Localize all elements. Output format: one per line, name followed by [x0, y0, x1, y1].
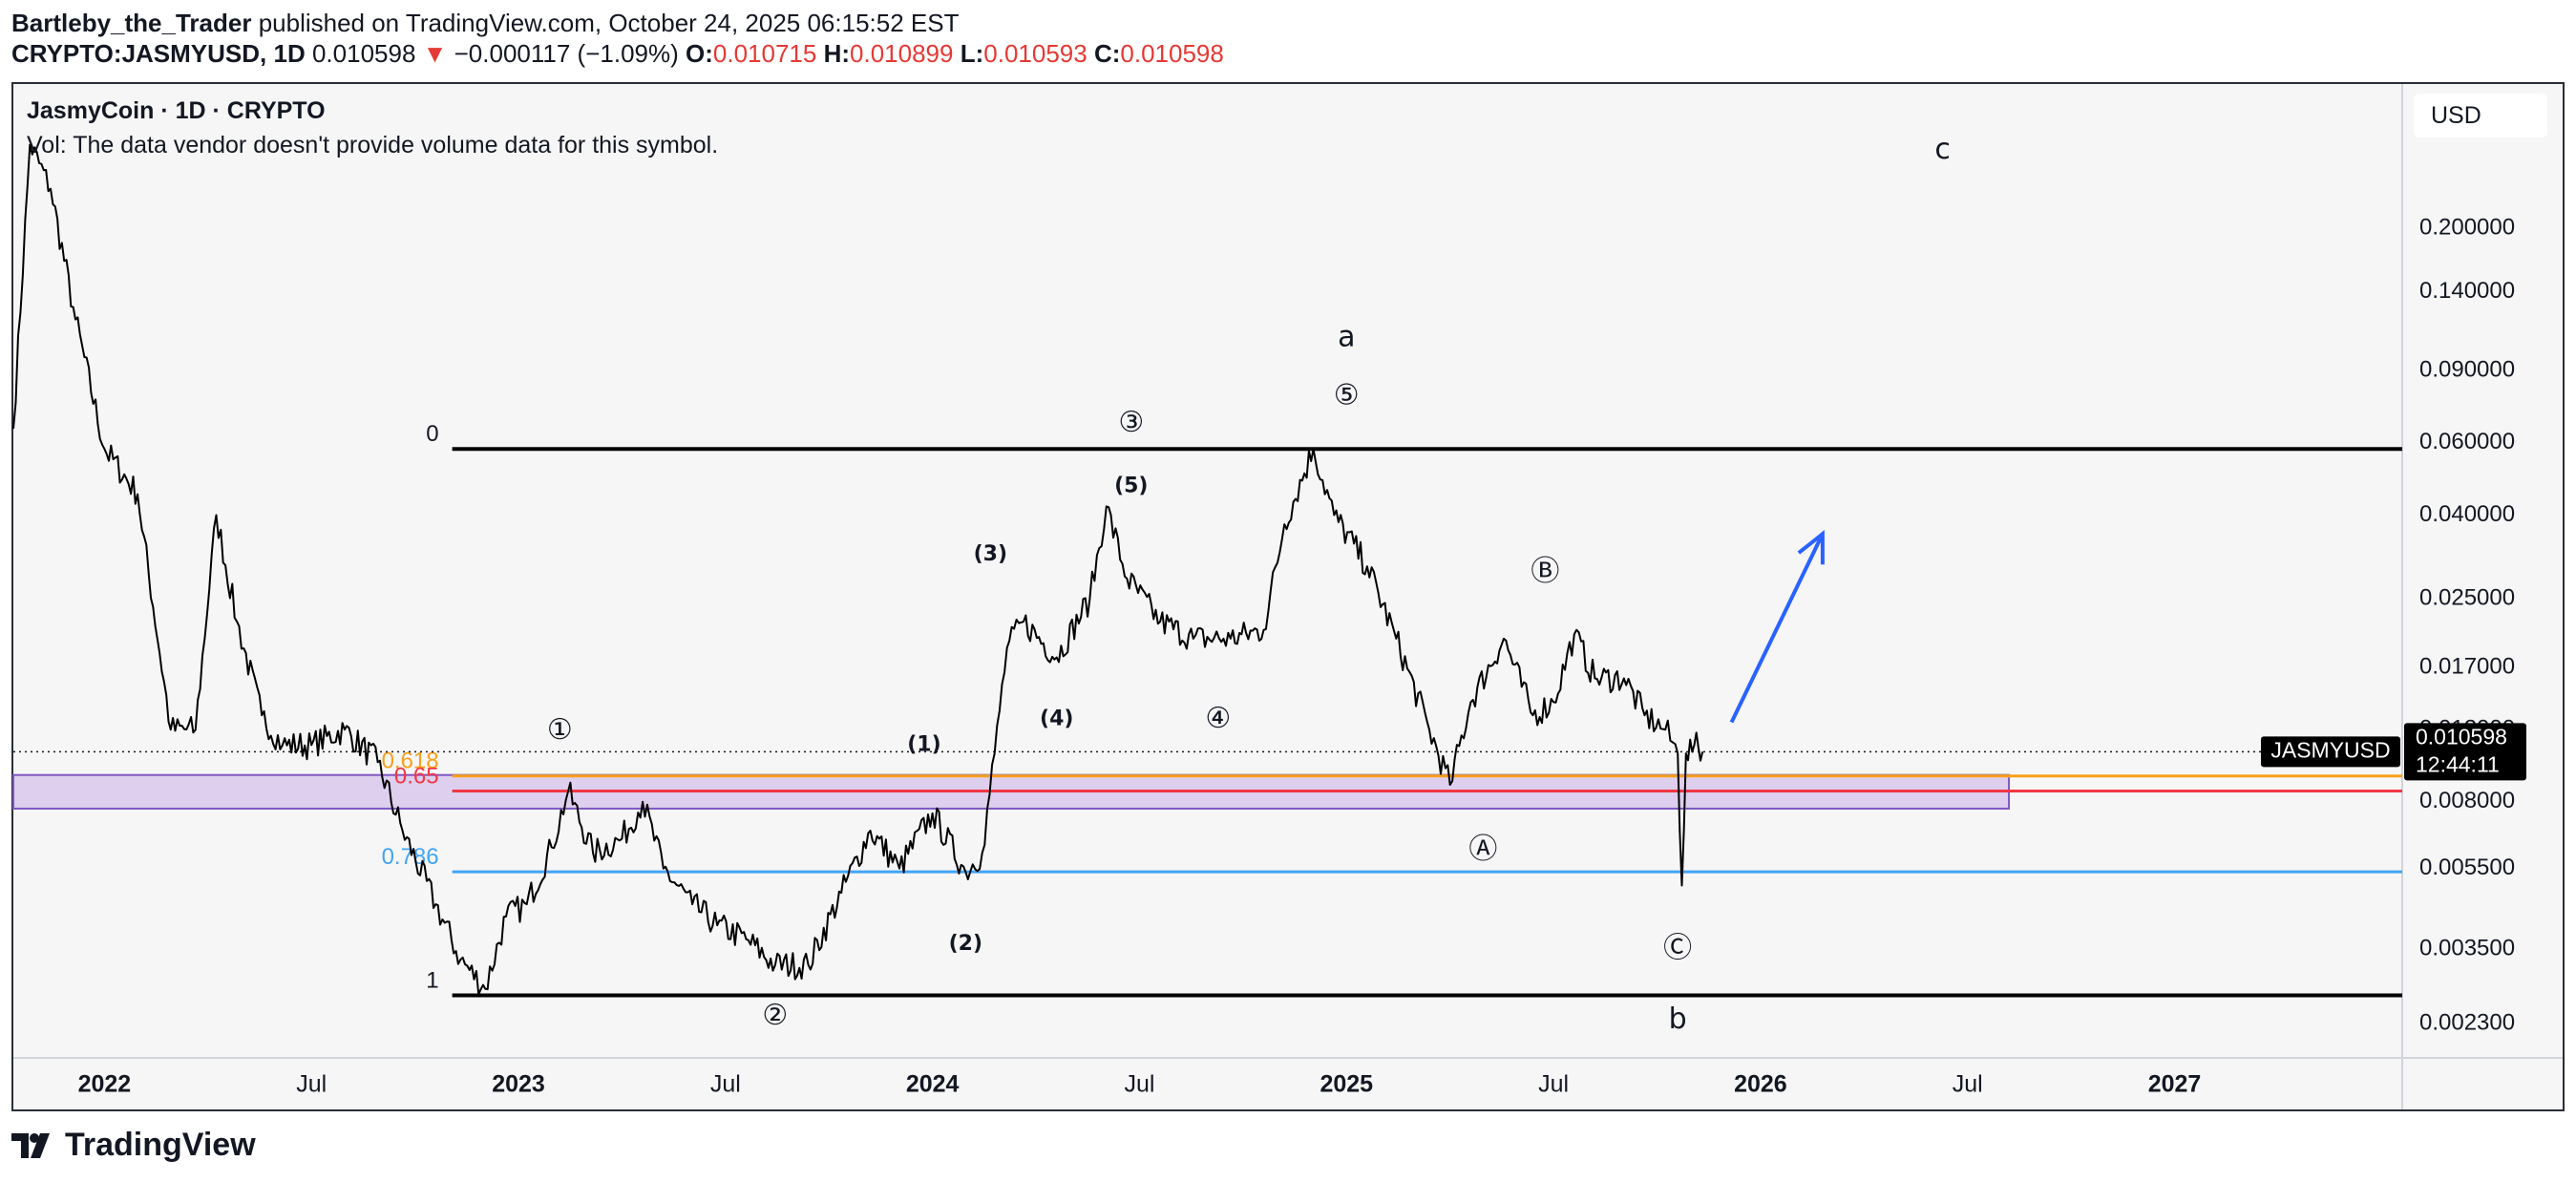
- last-price-tag-value: 0.010598: [2416, 724, 2507, 749]
- wave-label: (5): [1114, 474, 1148, 497]
- fib-level-label: 0.618: [382, 749, 439, 774]
- price-tick-label: 0.090000: [2419, 357, 2515, 383]
- tradingview-logo[interactable]: TradingView: [11, 1127, 256, 1164]
- time-tick-label: 2024: [906, 1071, 960, 1098]
- price-series-line: [12, 143, 1704, 996]
- price-tick-label: 0.200000: [2419, 215, 2515, 241]
- author-name[interactable]: Bartleby_the_Trader: [11, 9, 252, 37]
- wave-label: ③: [1118, 406, 1144, 439]
- time-tick-label: Jul: [296, 1071, 327, 1098]
- chart-panel[interactable]: [11, 82, 2565, 1111]
- low-value: 0.010593: [983, 39, 1087, 68]
- wave-label: ⑤: [1334, 378, 1360, 412]
- time-tick-label: Jul: [710, 1071, 741, 1098]
- time-tick-label: Jul: [1953, 1071, 1983, 1098]
- brand-name: TradingView: [65, 1127, 256, 1163]
- fib-level-label: 1: [426, 967, 438, 993]
- publish-info: Bartleby_the_Trader published on Trading…: [11, 8, 959, 38]
- high-label: H:: [823, 39, 851, 68]
- wave-label: Ⓑ: [1531, 555, 1559, 588]
- projection-arrow-line: [1729, 533, 1825, 724]
- price-tick-label: 0.005500: [2419, 855, 2515, 880]
- wave-label: Ⓒ: [1663, 932, 1692, 965]
- price-tick-label: 0.025000: [2419, 585, 2515, 611]
- wave-label: (1): [907, 732, 940, 756]
- time-tick-label: Jul: [1124, 1071, 1154, 1098]
- wave-label: Ⓐ: [1468, 833, 1497, 866]
- fib-level-label: 0: [426, 421, 438, 447]
- close-label: C:: [1093, 39, 1121, 68]
- down-arrow-icon: ▼: [422, 39, 448, 68]
- open-label: O:: [686, 39, 713, 68]
- time-tick-label: Jul: [1538, 1071, 1569, 1098]
- price-tick-label: 0.003500: [2419, 935, 2515, 960]
- wave-label: (4): [1040, 707, 1073, 731]
- chart-legend-title: JasmyCoin · 1D · CRYPTO: [27, 97, 326, 124]
- price-tick-label: 0.140000: [2419, 278, 2515, 304]
- published-text: published on TradingView.com, October 24…: [258, 9, 960, 37]
- wave-label: a: [1338, 321, 1355, 354]
- bar-countdown: 12:44:11: [2416, 751, 2500, 776]
- price-tick-label: 0.008000: [2419, 788, 2515, 813]
- high-value: 0.010899: [850, 39, 954, 68]
- time-tick-label: 2025: [1320, 1071, 1373, 1098]
- low-label: L:: [960, 39, 984, 68]
- wave-label: (3): [974, 542, 1007, 566]
- tradingview-logo-icon: [11, 1132, 50, 1158]
- price-tick-label: 0.002300: [2419, 1010, 2515, 1036]
- price-change: −0.000117 (−1.09%): [454, 39, 679, 68]
- volume-note: Vol: The data vendor doesn't provide vol…: [27, 132, 719, 158]
- last-price-tag: [2404, 723, 2526, 781]
- close-value: 0.010598: [1120, 39, 1224, 68]
- wave-label: (2): [949, 932, 982, 956]
- symbol-line: CRYPTO:JASMYUSD, 1D: [11, 39, 306, 68]
- price-tick-label: 0.060000: [2419, 429, 2515, 454]
- symbol-tag-label: JASMYUSD: [2270, 737, 2390, 762]
- wave-label: ①: [547, 713, 573, 747]
- symbol-tag: [2261, 736, 2400, 768]
- time-tick-label: 2027: [2148, 1071, 2202, 1098]
- wave-label: b: [1669, 1003, 1687, 1036]
- time-tick-label: 2026: [1734, 1071, 1787, 1098]
- open-value: 0.010715: [712, 39, 817, 68]
- wave-label: ②: [762, 999, 788, 1032]
- currency-button[interactable]: USD: [2414, 94, 2547, 137]
- time-tick-label: 2022: [78, 1071, 132, 1098]
- price-tick-label: 0.040000: [2419, 501, 2515, 527]
- wave-label: c: [1934, 133, 1951, 166]
- wave-label: ④: [1205, 702, 1231, 735]
- last-price: 0.010598: [311, 39, 416, 68]
- time-tick-label: 2023: [492, 1071, 545, 1098]
- ohlc-line: CRYPTO:JASMYUSD, 1D 0.010598 ▼ −0.000117…: [11, 38, 1224, 69]
- price-tick-label: 0.017000: [2419, 654, 2515, 680]
- projection-arrow-head: [1797, 530, 1825, 565]
- fib-level-label: 0.65: [394, 763, 439, 789]
